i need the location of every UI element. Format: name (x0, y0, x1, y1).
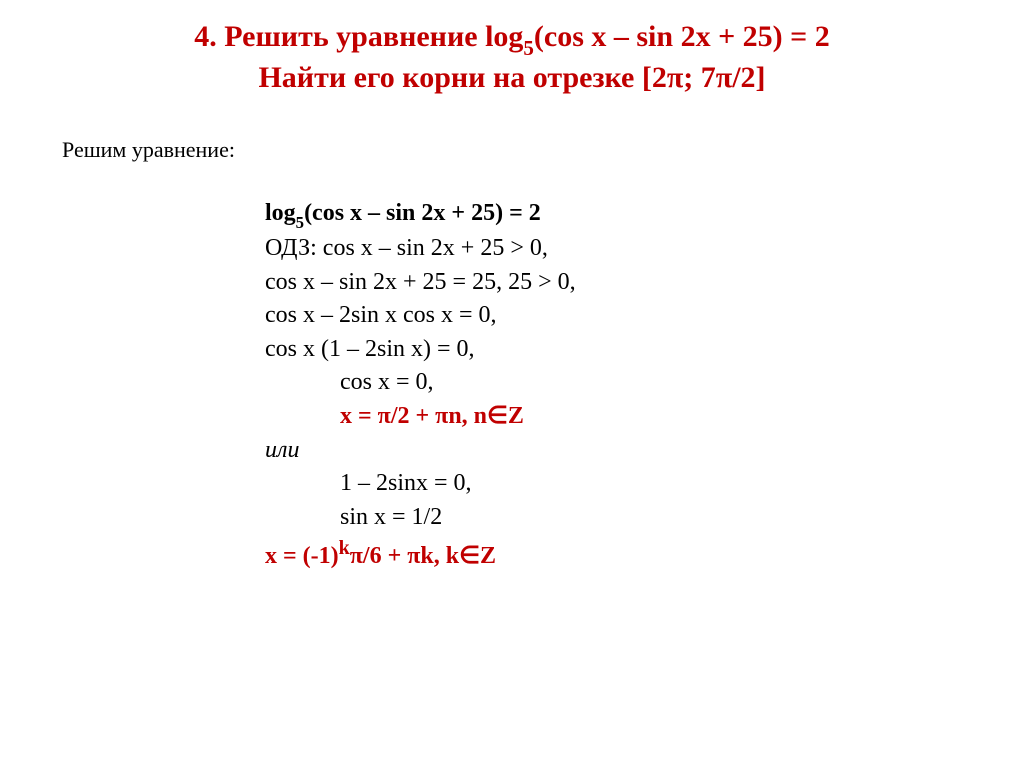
slide-title: 4. Решить уравнение log5(cos x – sin 2x … (60, 18, 964, 97)
step-11: x = (-1)kπ/6 + πk, k∈Z (265, 534, 964, 574)
title-eq-log: log (485, 20, 523, 53)
title-eq-sub: 5 (523, 36, 534, 60)
title-eq-rest: (cos x – sin 2x + 25) = 2 (534, 20, 830, 53)
step11-sup: k (339, 537, 350, 559)
title-line-1: 4. Решить уравнение log5(cos x – sin 2x … (60, 18, 964, 59)
title-line-2: Найти его корни на отрезке [2π; 7π/2] (60, 59, 964, 97)
slide-container: 4. Решить уравнение log5(cos x – sin 2x … (0, 0, 1024, 767)
step1-sub: 5 (296, 213, 304, 232)
step-1: log5(cos x – sin 2x + 25) = 2 (265, 197, 964, 232)
step-2: ОДЗ: cos x – sin 2x + 25 > 0, (265, 232, 964, 266)
step-9: 1 – 2sinx = 0, (265, 467, 964, 501)
step-6: cos x = 0, (265, 366, 964, 400)
step11-a: x = (-1) (265, 543, 339, 569)
title-prefix: 4. Решить уравнение (194, 20, 485, 53)
step11-b: π/6 + πk, k∈Z (350, 543, 496, 569)
step1-rest: (cos x – sin 2x + 25) = 2 (304, 200, 541, 226)
step-5: cos x (1 – 2sin x) = 0, (265, 333, 964, 367)
subheading: Решим уравнение: (60, 137, 964, 163)
step-10: sin x = 1/2 (265, 501, 964, 535)
step-7: x = π/2 + πn, n∈Z (265, 400, 964, 434)
step-3: cos x – sin 2x + 25 = 25, 25 > 0, (265, 266, 964, 300)
step-8: или (265, 434, 964, 468)
step1-log: log (265, 200, 296, 226)
step-4: cos x – 2sin x cos x = 0, (265, 299, 964, 333)
solution-steps: log5(cos x – sin 2x + 25) = 2 ОДЗ: cos x… (60, 197, 964, 574)
